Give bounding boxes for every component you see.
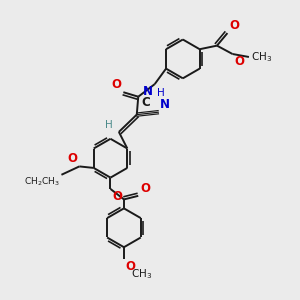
Text: O: O [229, 19, 239, 32]
Text: CH$_3$: CH$_3$ [130, 267, 152, 281]
Text: N: N [160, 98, 170, 111]
Text: CH$_2$CH$_3$: CH$_2$CH$_3$ [24, 176, 60, 188]
Text: C: C [141, 96, 150, 109]
Text: H: H [105, 120, 113, 130]
Text: H: H [157, 88, 165, 98]
Text: O: O [126, 260, 136, 273]
Text: N: N [143, 85, 153, 98]
Text: O: O [234, 55, 244, 68]
Text: CH$_3$: CH$_3$ [251, 50, 272, 64]
Text: O: O [112, 190, 122, 203]
Text: O: O [68, 152, 78, 165]
Text: O: O [111, 78, 121, 91]
Text: O: O [140, 182, 150, 195]
